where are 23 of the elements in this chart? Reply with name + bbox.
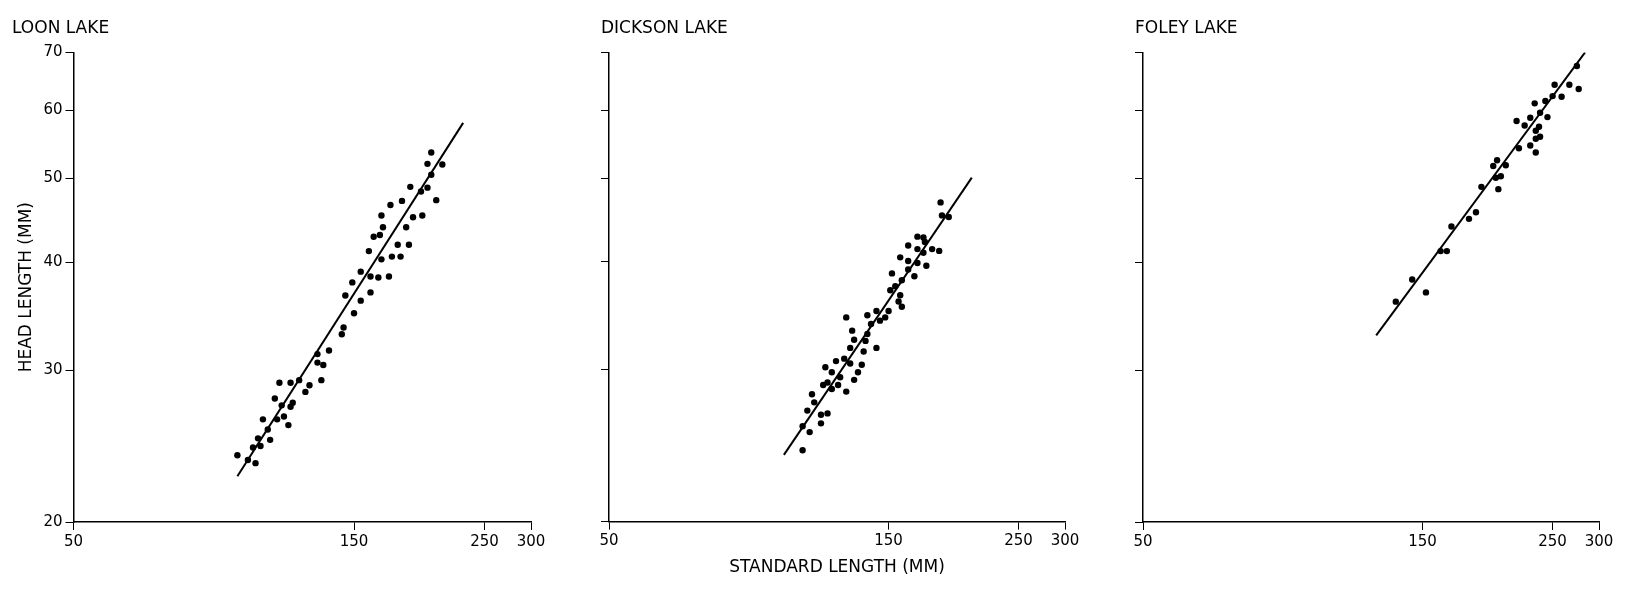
- y-tick-label: 70: [43, 42, 63, 61]
- x-tick-label: 50: [63, 531, 84, 550]
- x-tick-label: 300: [516, 531, 546, 550]
- x-tick-label: 250: [470, 531, 499, 550]
- x-tick-label: 250: [1538, 531, 1567, 550]
- y-tick-label: 40: [43, 252, 63, 271]
- y-tick-label: 30: [43, 359, 63, 378]
- y-tick-label: 20: [43, 511, 63, 530]
- y-tick-label: 60: [43, 100, 63, 119]
- chart-title: FOLEY LAKE: [1135, 16, 1238, 37]
- x-axis-title: STANDARD LENGTH (MM): [729, 556, 945, 577]
- x-tick-label: 50: [1133, 531, 1153, 550]
- x-tick-label: 150: [1408, 531, 1437, 550]
- chart-title: LOON LAKE: [12, 16, 110, 37]
- x-tick-label: 50: [599, 531, 619, 550]
- x-tick-label: 150: [339, 531, 369, 550]
- chart-title: DICKSON LAKE: [601, 16, 728, 37]
- x-tick-label: 300: [1584, 531, 1614, 550]
- x-tick-label: 250: [1004, 531, 1033, 550]
- y-axis-title: HEAD LENGTH (MM): [14, 202, 35, 373]
- x-tick-label: 300: [1050, 531, 1080, 550]
- y-tick-label: 50: [43, 168, 63, 187]
- x-tick-label: 150: [874, 531, 903, 550]
